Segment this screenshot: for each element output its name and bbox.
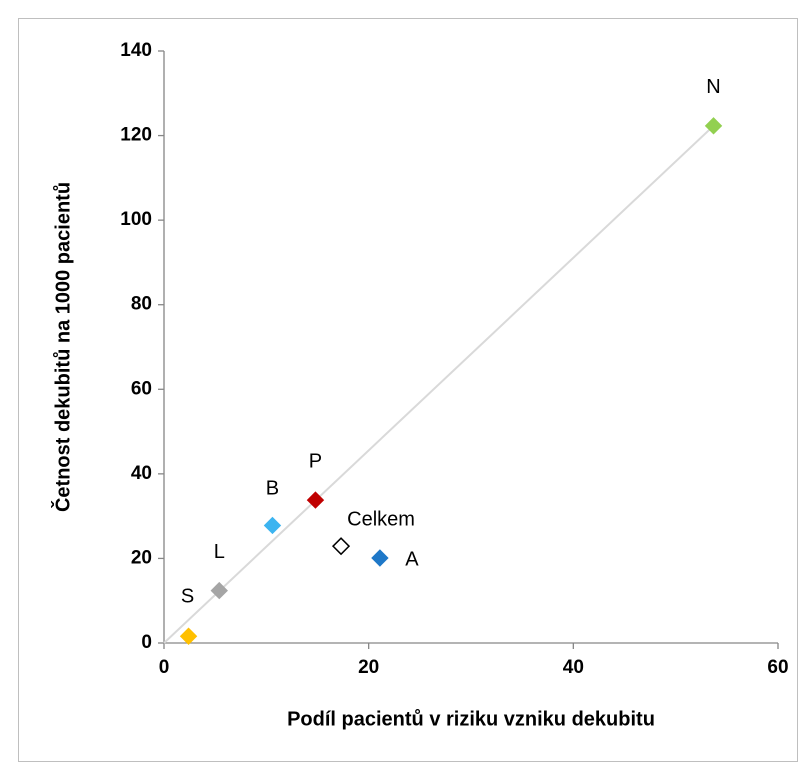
point-label: Celkem <box>347 508 415 530</box>
point-label: P <box>309 450 322 472</box>
y-tick-label: 40 <box>131 463 152 484</box>
x-tick-label: 20 <box>358 657 379 678</box>
point-label: L <box>214 541 225 563</box>
point-label: A <box>405 548 419 570</box>
chart-frame <box>18 18 798 762</box>
point <box>179 627 198 645</box>
point <box>331 537 351 556</box>
y-tick-label: 60 <box>131 378 152 399</box>
point-label: S <box>181 586 194 608</box>
y-tick-label: 80 <box>131 294 152 315</box>
y-tick-label: 140 <box>120 40 152 61</box>
x-tick-label: 40 <box>563 657 584 678</box>
point <box>210 581 228 600</box>
point <box>371 549 389 567</box>
y-tick-label: 120 <box>120 125 152 146</box>
x-tick-label: 60 <box>767 657 788 678</box>
point-label: B <box>266 478 279 500</box>
point <box>704 117 723 135</box>
y-tick-label: 0 <box>141 632 152 653</box>
trendline <box>163 125 715 644</box>
point <box>306 491 325 509</box>
y-tick-label: 20 <box>131 547 152 568</box>
x-tick-label: 0 <box>159 657 170 678</box>
y-axis-title: Četnost dekubitů na 1000 pacientů <box>50 182 74 512</box>
point <box>263 516 282 535</box>
point-label: N <box>706 76 720 98</box>
x-axis-title: Podíl pacientů v riziku vzniku dekubitu <box>287 708 655 730</box>
y-tick-label: 100 <box>120 209 152 230</box>
